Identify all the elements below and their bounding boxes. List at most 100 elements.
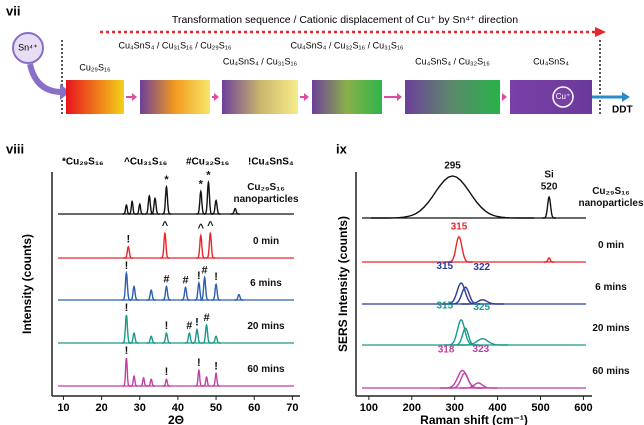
peak-marker: ! [125, 302, 129, 314]
ion-in: Sn⁴⁺ [18, 42, 38, 52]
legend-item: *Cu₂₉S₁₆ [62, 157, 104, 168]
series-label: 0 min [230, 236, 302, 248]
peak [212, 373, 220, 386]
peak [234, 295, 243, 300]
peak-annotation: 325 [473, 302, 490, 313]
peak [204, 183, 213, 215]
stage-box [510, 80, 592, 114]
stage-box [312, 80, 382, 114]
peak [140, 378, 148, 386]
x-axis-title: Raman shift (cm⁻¹) [420, 413, 528, 425]
x-tick-label: 50 [210, 402, 222, 414]
series-label: Cu₂₉S₁₆ nanoparticles [230, 182, 302, 206]
peak [444, 320, 478, 345]
stage-label: Cu₄SnS₄ / Cu₃₁S₁₆ / Cu₂₉S₁₆ [119, 40, 232, 50]
x-tick-label: 400 [488, 402, 506, 414]
stage-box [405, 80, 500, 114]
stage-label: Cu₄SnS₄ [533, 56, 569, 66]
ion-out: Cu⁺ [556, 92, 570, 101]
x-tick-label: 20 [95, 402, 107, 414]
x-tick-label: 30 [134, 402, 146, 414]
x-tick-label: 500 [531, 402, 549, 414]
peak [445, 237, 472, 262]
peak [196, 192, 205, 215]
peak [123, 358, 131, 386]
peak [181, 287, 190, 300]
legend-item: !Cu₄SnS₄ [248, 157, 294, 168]
peak-marker: * [164, 174, 169, 186]
stage-label: Cu₄SnS₄ / Cu₃₁S₁₆ [223, 56, 298, 66]
x-tick-label: 70 [286, 402, 298, 414]
stage-label: Cu₄SnS₄ / Cu₃₂S₁₆ [415, 56, 490, 66]
peak [192, 330, 201, 344]
peak-annotation: 295 [444, 161, 461, 172]
stage-box [66, 80, 124, 114]
x-tick-label: 10 [57, 402, 69, 414]
x-tick-label: 40 [172, 402, 184, 414]
direction-text: Transformation sequence / Cationic displ… [172, 14, 518, 26]
peak-marker: ! [165, 366, 169, 378]
figure-svg: vii Transformation sequence / Cationic d… [0, 0, 644, 425]
peak-marker: ! [195, 316, 199, 328]
stage-arrow-head [304, 93, 309, 101]
peak [202, 325, 211, 343]
stage-arrow-head [214, 93, 219, 101]
peak [147, 336, 156, 343]
peak-annotation: 318 [438, 345, 455, 356]
series-label: Cu₂₉S₁₆ nanoparticles [578, 186, 644, 210]
peak [440, 370, 485, 388]
peak-marker: # [186, 320, 192, 332]
out-label: DDT [612, 105, 633, 116]
panel-label: viii [6, 141, 24, 156]
peak [147, 290, 156, 300]
peak-marker: ^ [162, 220, 169, 232]
peak [231, 209, 240, 214]
series-label: 60 mins [578, 366, 644, 378]
peak [124, 247, 133, 258]
peak-marker: # [202, 264, 208, 276]
out-arrow-head [622, 92, 630, 102]
x-tick-label: 600 [574, 402, 592, 414]
peak [147, 379, 155, 386]
peak-marker: # [182, 274, 188, 286]
peak [200, 278, 209, 301]
peak-marker: ! [125, 345, 129, 357]
peak-marker: * [206, 169, 211, 181]
series-label: 20 mins [230, 321, 302, 333]
peak-annotation: Si [544, 170, 554, 181]
peak-marker: * [199, 178, 204, 190]
stage-arrow-head [132, 93, 137, 101]
peak [203, 377, 211, 386]
peak [212, 284, 221, 300]
stage-label: Cu₂₉S₁₆ [79, 62, 111, 72]
arrow-head [595, 27, 606, 37]
series-label: 60 mins [230, 364, 302, 376]
panel-label: vii [6, 3, 20, 18]
peak [160, 233, 169, 258]
peak-marker: ! [125, 260, 129, 272]
peak-annotation: 520 [541, 182, 558, 193]
peak-marker: ! [165, 320, 169, 332]
y-axis-title: Intensity (counts) [20, 234, 34, 334]
peak [212, 336, 221, 343]
peak [542, 197, 556, 218]
peak [163, 379, 171, 386]
peak [130, 333, 139, 343]
x-tick-label: 60 [248, 402, 260, 414]
peak [195, 370, 203, 386]
peak-marker: ! [214, 271, 218, 283]
peak-annotation: 322 [473, 262, 490, 273]
peak [130, 287, 139, 301]
peak-marker: ^ [207, 220, 214, 232]
series-label: 20 mins [578, 323, 644, 335]
stage-box [140, 80, 210, 114]
peak-marker: # [163, 273, 169, 285]
peak-marker: ! [197, 270, 201, 282]
peak [136, 204, 144, 214]
peak-marker: ^ [198, 222, 205, 234]
peak [128, 201, 136, 214]
peak [212, 201, 221, 215]
peak-annotation: 323 [473, 344, 490, 355]
y-axis-title: SERS Intensity (counts) [336, 216, 350, 352]
peak [122, 273, 131, 300]
